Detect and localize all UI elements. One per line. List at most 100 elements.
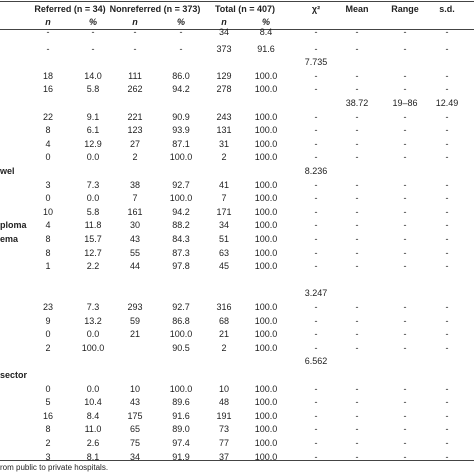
cell: 68 xyxy=(218,315,230,326)
cell: - xyxy=(355,138,359,149)
cell: 31 xyxy=(218,138,230,149)
cell: 0 xyxy=(45,193,51,204)
cell: 7.3 xyxy=(86,302,100,312)
cell: - xyxy=(314,111,318,122)
cell: - xyxy=(445,234,449,244)
cell: 278 xyxy=(216,84,232,95)
cell: 100.0 xyxy=(254,234,278,244)
cell: - xyxy=(403,424,407,435)
cell: - xyxy=(445,451,449,462)
cell: 27 xyxy=(129,138,141,149)
cell: 41 xyxy=(218,179,230,190)
cell: - xyxy=(355,220,359,231)
cell: 45 xyxy=(218,261,230,272)
cell: - xyxy=(403,261,407,272)
cell: - xyxy=(314,220,318,231)
cell: - xyxy=(403,247,407,258)
cell: 34 xyxy=(218,27,230,37)
cell: 4 xyxy=(45,138,51,149)
cell: - xyxy=(445,383,449,394)
cell: 0.0 xyxy=(86,193,100,204)
cell: 6.562 xyxy=(304,356,328,367)
cell: 100.0 xyxy=(254,424,278,435)
cell: 84.3 xyxy=(172,234,190,244)
column-subheader: n xyxy=(221,17,227,27)
cell: 9.1 xyxy=(86,111,100,122)
cell: 3 xyxy=(45,179,51,190)
cell: - xyxy=(355,234,359,244)
cell: 100.0 xyxy=(254,206,278,217)
cell: 34 xyxy=(218,220,230,231)
cell: - xyxy=(445,220,449,231)
cell: - xyxy=(445,302,449,312)
column-header: Referred (n = 34) xyxy=(34,4,106,14)
cell: 48 xyxy=(218,397,230,408)
column-header: χ² xyxy=(311,4,321,14)
cell: - xyxy=(403,138,407,149)
cell: 131 xyxy=(216,125,232,136)
cell: - xyxy=(314,451,318,462)
cell: 94.2 xyxy=(172,84,190,95)
top-rule xyxy=(0,1,474,2)
cell: - xyxy=(355,397,359,408)
cell: 8 xyxy=(45,247,51,258)
cell: - xyxy=(403,206,407,217)
cell: - xyxy=(355,111,359,122)
cell: 11.0 xyxy=(84,424,102,435)
cell: 92.7 xyxy=(172,302,190,312)
cell: 19–86 xyxy=(392,98,418,108)
cell: 7.3 xyxy=(86,179,100,190)
cell: 15.7 xyxy=(84,234,102,244)
cell: - xyxy=(314,438,318,448)
cell: 8.236 xyxy=(304,166,328,176)
cell: - xyxy=(403,451,407,462)
cell: 10.4 xyxy=(84,397,102,408)
cell: 100.0 xyxy=(254,179,278,190)
cell: 0.0 xyxy=(86,152,100,163)
cell: 129 xyxy=(216,70,232,81)
cell: 0 xyxy=(45,329,51,340)
cell: 75 xyxy=(129,438,141,448)
column-header: s.d. xyxy=(439,4,455,14)
cell: 38.72 xyxy=(345,98,369,108)
cell: 100.0 xyxy=(254,247,278,258)
cell: 16 xyxy=(42,410,54,421)
cell: 91.6 xyxy=(257,43,275,54)
cell: 88.2 xyxy=(172,220,190,231)
cell: - xyxy=(314,27,318,37)
cell: 171 xyxy=(216,206,232,217)
cell: - xyxy=(355,84,359,95)
cell: 21 xyxy=(218,329,230,340)
cell: - xyxy=(403,27,407,37)
cell: 2.2 xyxy=(86,261,100,272)
cell: - xyxy=(445,410,449,421)
cell: - xyxy=(179,27,183,37)
cell: - xyxy=(314,152,318,163)
cell: 100.0 xyxy=(254,125,278,136)
cell: - xyxy=(355,43,359,54)
cell: - xyxy=(403,234,407,244)
cell: 175 xyxy=(127,410,143,421)
cell: - xyxy=(355,125,359,136)
cell: 91.9 xyxy=(172,451,190,462)
cell: 2 xyxy=(45,438,51,448)
cell: - xyxy=(314,342,318,353)
cell: - xyxy=(403,329,407,340)
cell: 7.735 xyxy=(304,57,328,68)
cell: - xyxy=(355,438,359,448)
cell: - xyxy=(445,152,449,163)
cell: 51 xyxy=(218,234,230,244)
cell: 10 xyxy=(129,383,141,394)
cell: - xyxy=(314,206,318,217)
cell: 2 xyxy=(132,152,138,163)
cell: 59 xyxy=(129,315,141,326)
cell: 100.0 xyxy=(254,70,278,81)
header-rule xyxy=(0,29,474,30)
cell: 18 xyxy=(42,70,54,81)
cell: 8 xyxy=(45,234,51,244)
cell: - xyxy=(445,261,449,272)
cell: - xyxy=(314,329,318,340)
cell: 12.9 xyxy=(84,138,102,149)
cell: 38 xyxy=(129,179,141,190)
